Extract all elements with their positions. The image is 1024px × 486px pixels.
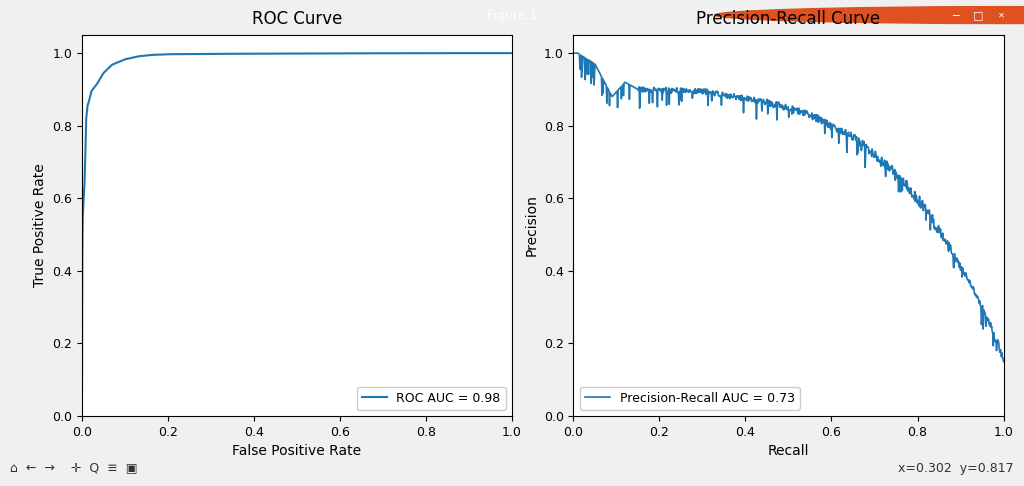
Y-axis label: True Positive Rate: True Positive Rate bbox=[33, 164, 47, 287]
ROC AUC = 0.98 bbox=[412, 50, 424, 56]
Text: ✕: ✕ bbox=[998, 11, 1005, 19]
Title: ROC Curve: ROC Curve bbox=[252, 10, 342, 28]
Text: ⌂  ←  →    ✛  Q  ≡  ▣: ⌂ ← → ✛ Q ≡ ▣ bbox=[10, 462, 138, 474]
ROC AUC = 0.98 bbox=[371, 51, 383, 56]
X-axis label: Recall: Recall bbox=[768, 444, 809, 458]
Text: ─: ─ bbox=[952, 10, 958, 20]
ROC AUC = 0.98 bbox=[419, 50, 431, 56]
ROC AUC = 0.98 bbox=[265, 51, 278, 56]
Precision-Recall AUC = 0.73 bbox=[894, 173, 906, 178]
Precision-Recall AUC = 0.73 bbox=[817, 119, 829, 124]
Precision-Recall AUC = 0.73 bbox=[828, 123, 841, 129]
ROC AUC = 0.98 bbox=[250, 51, 262, 56]
Precision-Recall AUC = 0.73 bbox=[997, 359, 1010, 364]
Legend: Precision-Recall AUC = 0.73: Precision-Recall AUC = 0.73 bbox=[580, 387, 800, 410]
Text: □: □ bbox=[973, 10, 983, 20]
Line: Precision-Recall AUC = 0.73: Precision-Recall AUC = 0.73 bbox=[573, 53, 1004, 362]
ROC AUC = 0.98 bbox=[76, 413, 88, 419]
X-axis label: False Positive Rate: False Positive Rate bbox=[232, 444, 361, 458]
Y-axis label: Precision: Precision bbox=[524, 194, 539, 257]
Precision-Recall AUC = 0.73 bbox=[938, 236, 950, 242]
Legend: ROC AUC = 0.98: ROC AUC = 0.98 bbox=[356, 387, 506, 410]
Text: Figure 1: Figure 1 bbox=[487, 9, 537, 21]
ROC AUC = 0.98 bbox=[420, 50, 432, 56]
ROC AUC = 0.98 bbox=[506, 50, 518, 56]
Line: ROC AUC = 0.98: ROC AUC = 0.98 bbox=[82, 53, 512, 416]
Precision-Recall AUC = 0.73 bbox=[594, 70, 606, 76]
Precision-Recall AUC = 0.73 bbox=[567, 50, 580, 56]
Text: x=0.302  y=0.817: x=0.302 y=0.817 bbox=[898, 462, 1014, 474]
Circle shape bbox=[715, 7, 1024, 23]
Title: Precision-Recall Curve: Precision-Recall Curve bbox=[696, 10, 881, 28]
ROC AUC = 0.98 bbox=[120, 56, 132, 62]
Precision-Recall AUC = 0.73 bbox=[842, 135, 854, 140]
